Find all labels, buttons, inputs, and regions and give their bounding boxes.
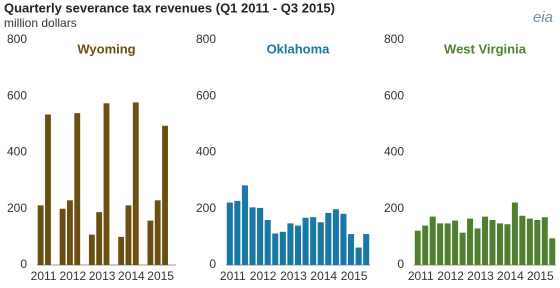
x-tick-label: 2011 [220, 269, 246, 283]
bar [519, 215, 526, 265]
bar [355, 247, 362, 265]
bar [45, 114, 51, 265]
chart-subtitle: million dollars [4, 16, 77, 30]
chart-title: Quarterly severance tax revenues (Q1 201… [4, 0, 335, 15]
x-tick-label: 2015 [527, 269, 554, 283]
bar [118, 236, 125, 265]
y-tick-label: 600 [384, 88, 404, 102]
y-tick-label: 0 [20, 257, 27, 271]
bar [437, 223, 444, 265]
bar [474, 228, 481, 265]
bar [103, 103, 110, 265]
bar [444, 223, 451, 265]
x-tick-label: 2011 [31, 269, 57, 283]
x-tick-label: 2013 [467, 269, 494, 283]
bar [541, 217, 548, 265]
bar [489, 220, 496, 265]
bar [302, 217, 309, 265]
y-tick-label: 200 [196, 201, 216, 215]
x-tick-label: 2013 [89, 269, 116, 283]
bar [429, 216, 436, 265]
bar [154, 200, 161, 265]
bar [287, 223, 294, 265]
bar [452, 220, 459, 265]
bar [340, 213, 347, 265]
panel-title: Wyoming [77, 41, 135, 56]
x-tick-label: 2013 [280, 269, 307, 283]
y-tick-label: 200 [7, 201, 27, 215]
bar [363, 234, 370, 265]
panel-title: West Virginia [444, 41, 527, 56]
bar [496, 223, 503, 265]
bar [325, 212, 332, 265]
bar [422, 225, 429, 265]
bar [234, 200, 241, 265]
x-tick-label: 2015 [341, 269, 368, 283]
y-tick-label: 400 [196, 145, 216, 159]
bar [332, 209, 339, 265]
bar [96, 212, 103, 265]
bar [348, 234, 355, 265]
bar [549, 238, 556, 265]
bar [125, 205, 132, 265]
y-tick-label: 600 [196, 88, 216, 102]
bar [459, 232, 466, 265]
bar [226, 202, 233, 265]
bar [294, 225, 302, 265]
bar [504, 224, 511, 265]
bar [482, 216, 488, 265]
x-tick-label: 2014 [310, 269, 337, 283]
bar [249, 207, 256, 265]
bar [132, 102, 139, 265]
bar [162, 125, 168, 265]
x-tick-label: 2011 [408, 269, 434, 283]
bar [467, 218, 474, 265]
y-tick-label: 0 [209, 257, 216, 271]
x-tick-label: 2012 [59, 269, 86, 283]
y-tick-label: 400 [384, 145, 404, 159]
bar [279, 231, 286, 265]
bar [37, 205, 44, 265]
x-tick-label: 2015 [147, 269, 174, 283]
bar [310, 217, 317, 265]
bar [59, 208, 66, 265]
bar [526, 218, 533, 265]
bar [534, 220, 541, 265]
panel-title: Oklahoma [267, 41, 331, 56]
bar [264, 220, 271, 265]
y-tick-label: 800 [7, 32, 27, 46]
bar [272, 233, 279, 265]
x-tick-label: 2014 [497, 269, 524, 283]
bar [317, 222, 324, 265]
y-tick-label: 600 [7, 88, 27, 102]
y-tick-label: 400 [7, 145, 27, 159]
x-tick-label: 2014 [118, 269, 145, 283]
bar [74, 113, 81, 265]
y-tick-label: 0 [397, 257, 404, 271]
bar [414, 230, 421, 265]
x-tick-label: 2012 [250, 269, 277, 283]
bar [241, 185, 248, 265]
y-tick-label: 200 [384, 201, 404, 215]
bar [147, 220, 154, 265]
bar [88, 234, 95, 265]
y-tick-label: 800 [384, 32, 404, 46]
bar [257, 207, 264, 265]
x-tick-label: 2012 [437, 269, 464, 283]
bar [66, 200, 73, 265]
bar [511, 202, 518, 265]
y-tick-label: 800 [196, 32, 216, 46]
logo: eia [533, 9, 553, 26]
